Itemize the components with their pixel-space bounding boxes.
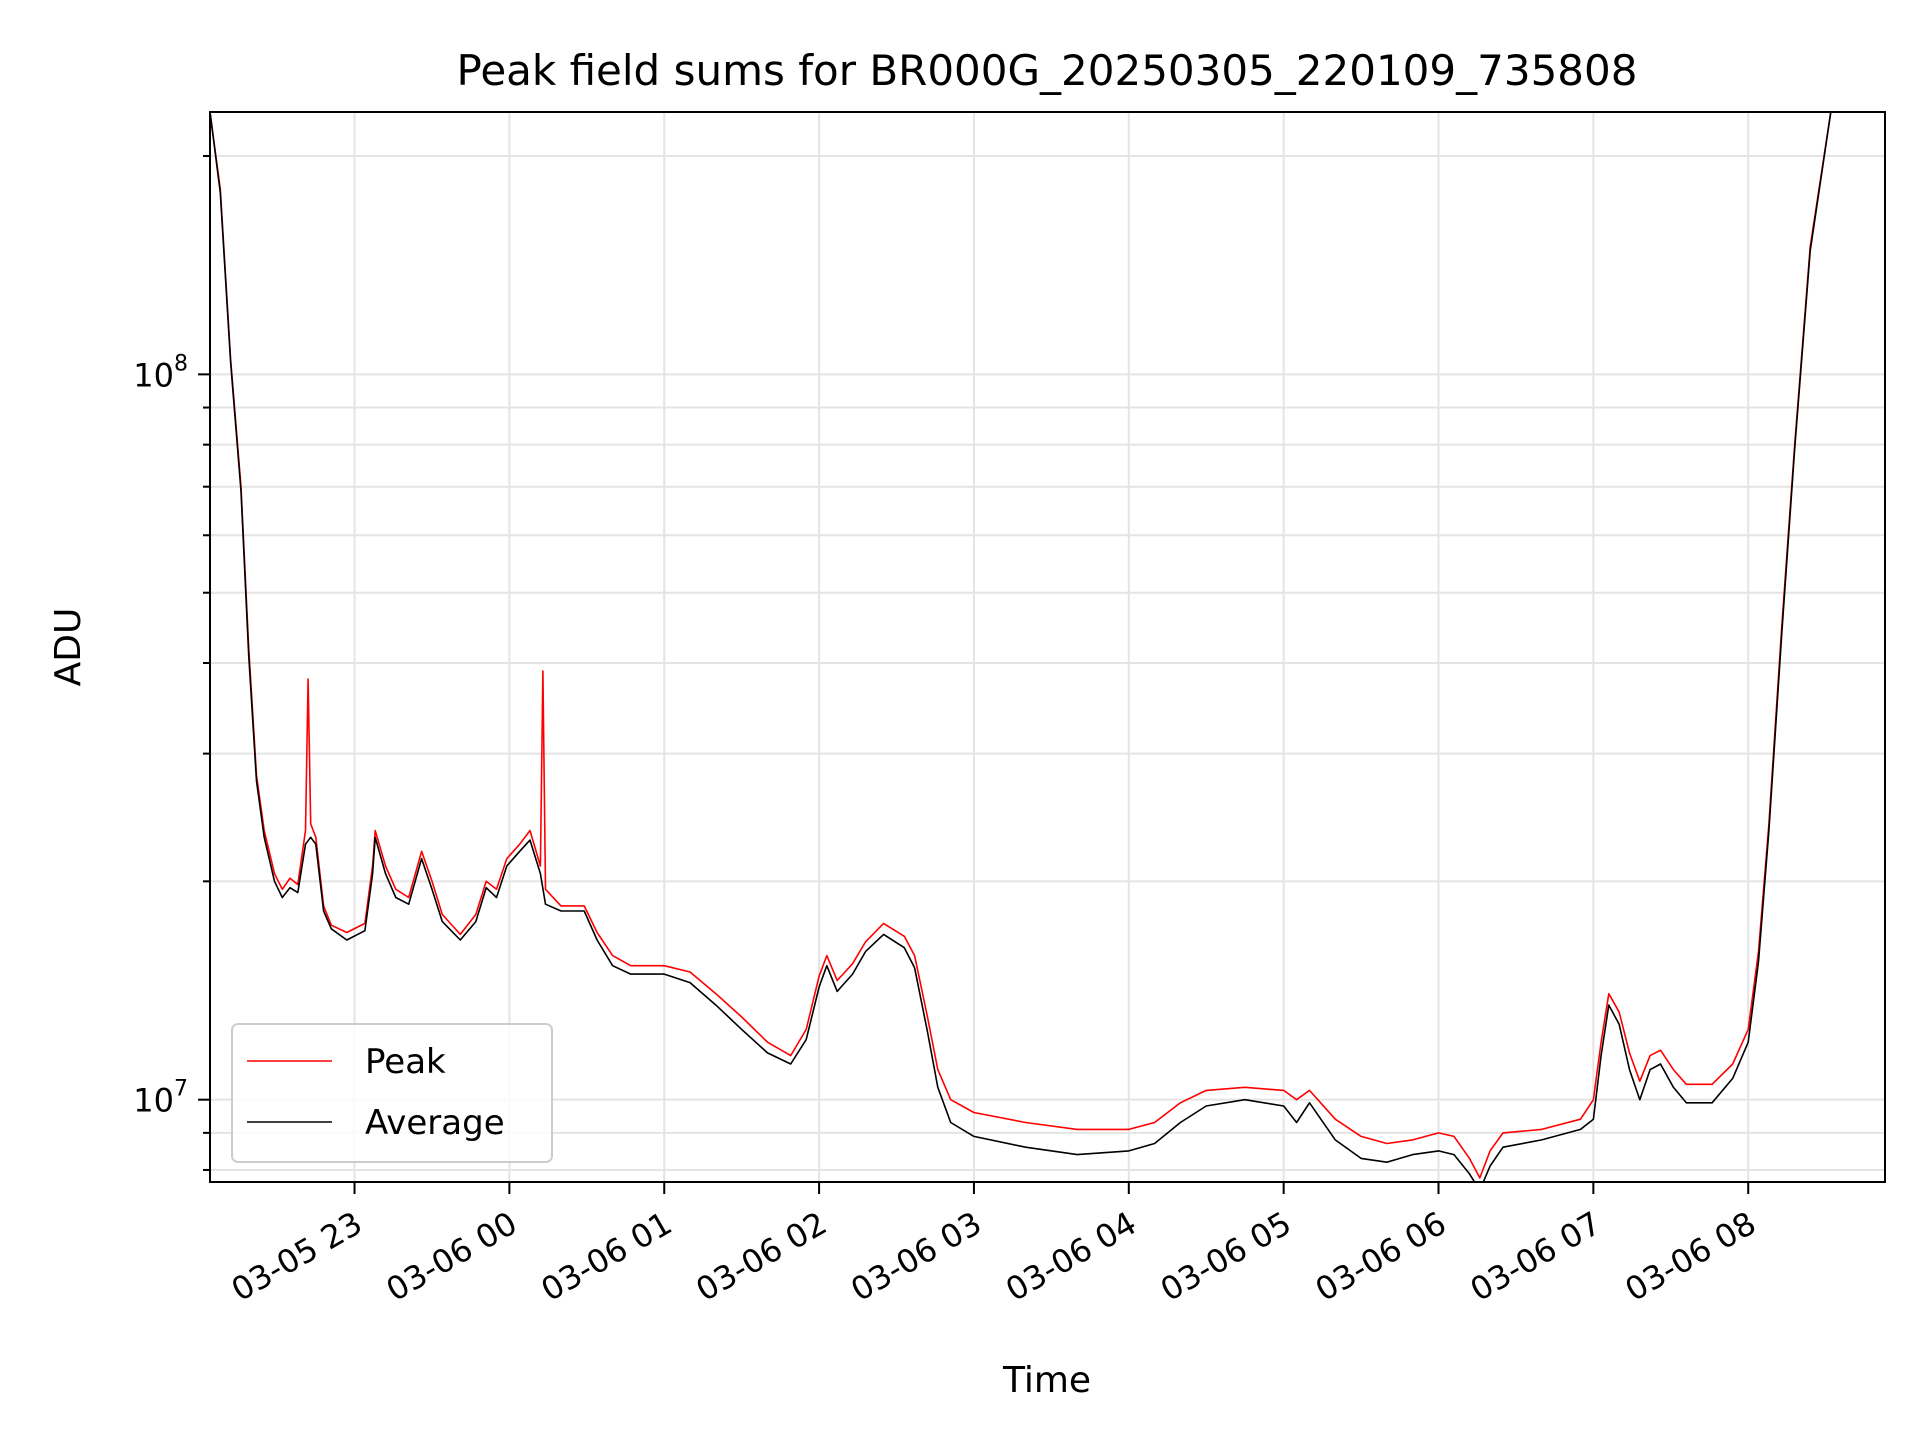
series-line-average	[210, 112, 1832, 1182]
y-axis-label: ADU	[48, 608, 89, 687]
legend-box	[231, 1023, 553, 1163]
series-line-peak	[210, 112, 1832, 1179]
x-axis-label: Time	[1002, 1360, 1091, 1401]
plot-frame	[209, 111, 1886, 1183]
chart-title: Peak field sums for BR000G_20250305_2201…	[457, 46, 1638, 95]
series-layer	[210, 112, 1832, 1182]
y-tick-label: 108	[133, 351, 188, 394]
legend: Peak Average	[231, 1023, 553, 1163]
y-tick-label: 107	[133, 1077, 188, 1120]
y-axis-ticks: 107 108	[133, 155, 210, 1171]
legend-label-average: Average	[365, 1103, 505, 1143]
legend-label-peak: Peak	[365, 1042, 446, 1082]
